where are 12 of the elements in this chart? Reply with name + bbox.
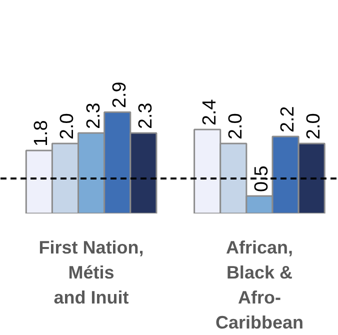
data-label: 1.8 — [31, 120, 52, 147]
data-label: 2.4 — [199, 98, 220, 126]
data-label: 2.0 — [57, 113, 78, 140]
data-label: 2.0 — [304, 113, 325, 140]
data-label: 2.3 — [83, 102, 104, 130]
x-tick-label: First Nation, Métis and Inuit — [38, 238, 144, 308]
data-label: 2.2 — [278, 106, 299, 133]
data-label: 2.3 — [135, 102, 156, 130]
data-label: 0.5 — [251, 166, 272, 192]
x-tick-label: African, Black & Afro- Caribbean — [215, 238, 304, 332]
data-label: 2.0 — [225, 113, 246, 140]
data-label: 2.9 — [109, 82, 130, 108]
